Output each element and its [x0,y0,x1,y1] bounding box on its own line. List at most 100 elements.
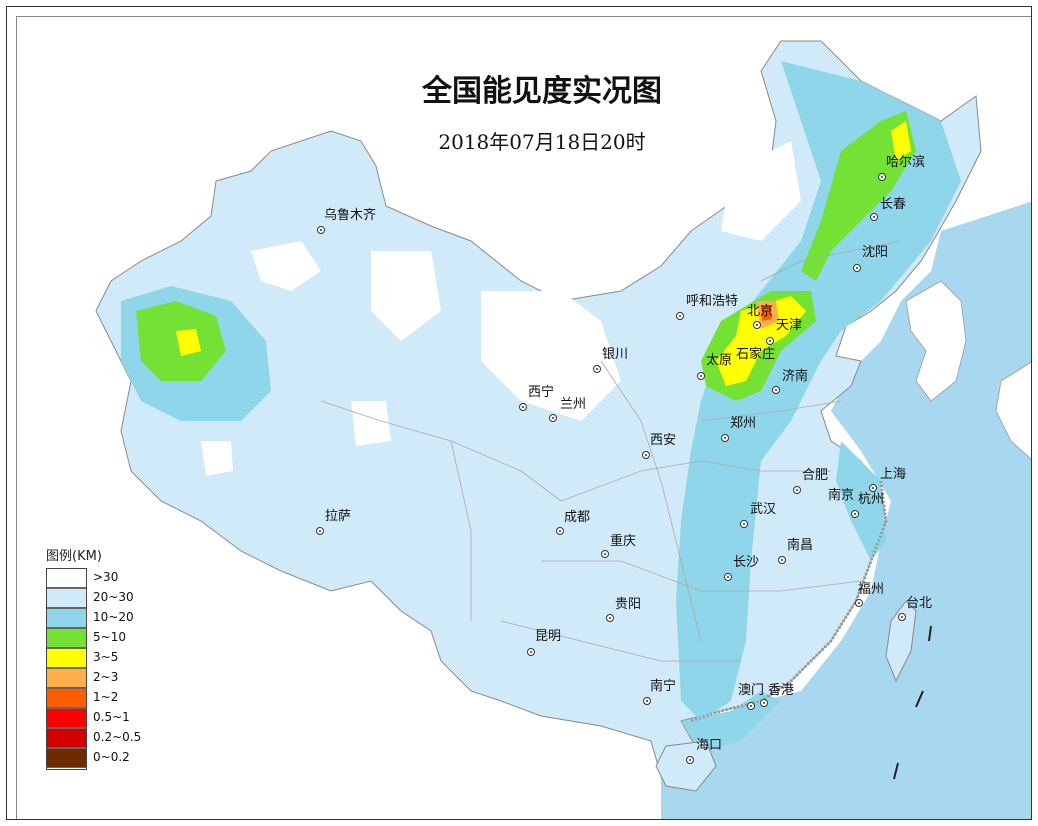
legend-label: 0~0.2 [93,750,130,764]
city-label-nanning: 南宁 [650,679,677,694]
legend-item: >30 [46,568,166,588]
city-marker-hongkong [760,699,768,707]
city-label-harbin: 哈尔滨 [886,155,926,170]
city-label-fuzhou: 福州 [858,582,885,597]
city-marker-changchun [870,213,878,221]
city-label-zhengzhou: 郑州 [730,416,757,431]
city-label-urumqi: 乌鲁木齐 [324,208,377,223]
city-label-beijing: 北京 [747,304,774,319]
city-label-changchun: 长春 [880,197,907,212]
city-marker-zhengzhou [721,434,729,442]
city-marker-nanchang [778,556,786,564]
zone-over30-b [371,251,441,341]
city-marker-yinchuan [593,365,601,373]
city-label-xining: 西宁 [528,385,555,400]
legend-item: 5~10 [46,628,166,648]
legend-label: >30 [93,570,119,584]
city-label-lhasa: 拉萨 [325,509,352,524]
korea-land [905,280,967,402]
city-marker-wuhan [740,520,748,528]
legend-item: 10~20 [46,608,166,628]
city-marker-taipei [898,613,906,621]
city-marker-guiyang [606,614,614,622]
city-label-xian: 西安 [650,433,677,448]
city-label-shenyang: 沈阳 [862,245,889,260]
map-subtitle: 2018年07月18日20时 [438,130,646,154]
zone-over30-c [201,441,233,476]
city-marker-haikou [686,756,694,764]
city-marker-chengdu [556,527,564,535]
city-label-tianjin: 天津 [776,318,803,333]
city-label-nanchang: 南昌 [787,538,814,553]
zone-over30-e [481,291,621,421]
province-boundaries [320,240,902,662]
map-frame [6,6,1032,820]
city-marker-macau [747,702,755,710]
zone-1-2-beijing [761,306,772,321]
city-label-wuhan: 武汉 [750,502,777,517]
japan-land [995,361,1031,460]
city-marker-shanghai [869,484,877,492]
city-label-hongkong: 香港 [768,683,795,698]
legend-item: 1~2 [46,688,166,708]
coastline [690,480,888,723]
city-label-changsha: 长沙 [733,555,760,570]
city-marker-beijing [753,321,761,329]
legend-swatch [46,568,87,588]
legend-item: 0~0.2 [46,748,166,768]
city-label-taiyuan: 太原 [706,353,733,368]
city-marker-xining [519,403,527,411]
city-label-jinan: 济南 [782,369,809,384]
zone-3-5-west [176,329,201,356]
map-legend: 图例(KM) >30 20~30 10~20 5~10 3~5 2~3 1~2 0.5~1 0.… [46,546,166,770]
city-marker-chongqing [601,550,609,558]
zone-3-5-northeast [891,121,911,161]
city-label-chongqing: 重庆 [610,534,637,549]
legend-swatch [46,628,87,648]
city-marker-lanzhou [549,414,557,422]
zone-10-20-south [681,691,781,751]
legend-label: 3~5 [93,650,119,664]
city-marker-shenyang [853,264,861,272]
city-marker-xian [642,451,650,459]
city-label-haikou: 海口 [696,738,723,753]
zone-10-20-north [676,61,961,721]
south-sea-dashes [893,625,932,780]
city-label-chengdu: 成都 [564,510,591,525]
city-label-hohhot: 呼和浩特 [686,294,739,309]
legend-label: 2~3 [93,670,119,684]
city-label-hefei: 合肥 [802,468,829,483]
city-marker-taiyuan [697,372,705,380]
city-marker-hangzhou [851,510,859,518]
city-marker-harbin [878,173,886,181]
legend-rows: >30 20~30 10~20 5~10 3~5 2~3 1~2 0.5~1 0.2~0.5 0~… [46,568,166,768]
city-marker-shijiazhuang [766,337,774,345]
zone-over30-f [721,141,801,241]
legend-item: 3~5 [46,648,166,668]
city-label-lanzhou: 兰州 [560,397,587,412]
zone-5-10-northeast [801,111,916,281]
visibility-map [95,40,1031,819]
legend-swatch [46,688,87,708]
legend-swatch [46,708,87,728]
city-label-yinchuan: 银川 [602,347,629,362]
legend-swatch [46,668,87,688]
city-label-taipei: 台北 [906,596,933,611]
city-marker-urumqi [317,226,325,234]
city-marker-jinan [772,386,780,394]
legend-swatch [46,588,87,608]
taiwan-island [885,600,917,683]
city-label-macau: 澳门 [738,683,765,698]
legend-swatch [46,728,87,748]
legend-label: 10~20 [93,610,134,624]
legend-label: 0.5~1 [93,710,130,724]
legend-label: 0.2~0.5 [93,730,142,744]
city-marker-hohhot [676,312,684,320]
city-label-nanjing: 南京 [828,488,855,503]
city-marker-nanning [643,697,651,705]
zone-10-20-east [836,441,886,561]
legend-swatch [46,648,87,668]
city-label-guiyang: 贵阳 [615,597,642,612]
zone-over30-d [351,401,391,446]
legend-label: 20~30 [93,590,134,604]
